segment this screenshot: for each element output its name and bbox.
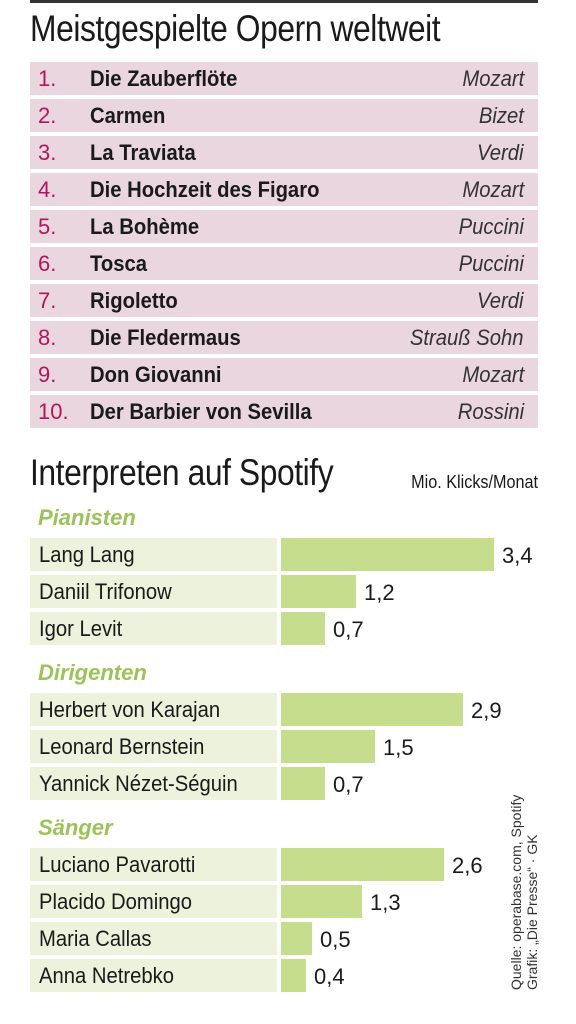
bar (281, 612, 325, 645)
opera-title: Die Fledermaus (90, 325, 241, 350)
bar-label: Leonard Bernstein (39, 734, 205, 759)
opera-title: Don Giovanni (90, 362, 222, 387)
opera-composer: Mozart (462, 362, 524, 387)
group-title: Sänger (38, 815, 113, 840)
bar-label: Herbert von Karajan (39, 697, 221, 722)
opera-rank: 10. (38, 399, 69, 424)
bar (281, 693, 463, 726)
opera-rank: 4. (38, 177, 57, 202)
opera-title: Der Barbier von Sevilla (90, 399, 312, 424)
opera-rank: 6. (38, 251, 57, 276)
opera-title: Die Hochzeit des Figaro (90, 177, 320, 202)
bar-value-label: 0,4 (314, 964, 345, 989)
bar-label-cell: Igor Levit (30, 612, 277, 645)
opera-title: Die Zauberflöte (90, 66, 238, 91)
opera-composer: Puccini (458, 214, 524, 239)
group-title: Dirigenten (38, 660, 147, 685)
bar-label: Lang Lang (39, 542, 135, 567)
unit-label: Mio. Klicks/Monat (411, 472, 538, 492)
bar-value-label: 1,3 (370, 890, 401, 915)
bar-label-cell: Daniil Trifonow (30, 575, 277, 608)
bar-value-label: 2,6 (452, 853, 483, 878)
bar (281, 848, 444, 881)
opera-rank: 7. (38, 288, 57, 313)
opera-row: 4. Die Hochzeit des Figaro Mozart (30, 173, 538, 206)
bar-label-cell: Luciano Pavarotti (30, 848, 277, 881)
opera-rank: 1. (38, 66, 57, 91)
bar (281, 730, 375, 763)
bar (281, 538, 494, 571)
opera-composer: Puccini (458, 251, 524, 276)
bar (281, 575, 356, 608)
bar-label: Igor Levit (39, 616, 123, 641)
bar-label: Daniil Trifonow (39, 579, 172, 604)
opera-title: La Bohème (90, 214, 200, 239)
opera-rank: 3. (38, 140, 57, 165)
bar-value-label: 0,7 (333, 617, 364, 642)
opera-row: 1. Die Zauberflöte Mozart (30, 62, 538, 95)
bar-label-cell: Anna Netrebko (30, 959, 277, 992)
opera-row: 2. Carmen Bizet (30, 99, 538, 132)
bar-label: Anna Netrebko (39, 963, 175, 988)
bar-value-label: 0,7 (333, 772, 364, 797)
opera-composer: Verdi (477, 288, 524, 313)
bar-label-cell: Herbert von Karajan (30, 693, 277, 726)
opera-rank: 8. (38, 325, 57, 350)
source-note: Quelle: operabase.com, Spotify Grafik: „… (508, 795, 540, 990)
bar-label: Placido Domingo (39, 889, 193, 914)
source-line-2: Grafik: „Die Presse“ · GK (524, 834, 540, 990)
bar-label-cell: Yannick Nézet-Séguin (30, 767, 277, 800)
bar-label: Maria Callas (39, 926, 152, 951)
bar-value-label: 3,4 (502, 543, 533, 568)
top-rule (30, 0, 538, 3)
opera-composer: Strauß Sohn (410, 325, 524, 350)
opera-row: 10. Der Barbier von Sevilla Rossini (30, 395, 538, 428)
bar (281, 922, 312, 955)
opera-row: 9. Don Giovanni Mozart (30, 358, 538, 391)
bar (281, 959, 306, 992)
bar-label-cell: Maria Callas (30, 922, 277, 955)
opera-rank: 5. (38, 214, 57, 239)
spotify-title: Interpreten auf Spotify (30, 452, 334, 493)
opera-composer: Mozart (462, 66, 524, 91)
bar (281, 885, 362, 918)
bar-value-label: 1,5 (383, 735, 414, 760)
opera-row: 7. Rigoletto Verdi (30, 284, 538, 317)
opera-title: La Traviata (90, 140, 196, 165)
bar-label: Luciano Pavarotti (39, 852, 196, 877)
opera-composer: Rossini (457, 399, 524, 424)
bar (281, 767, 325, 800)
opera-composer: Mozart (462, 177, 524, 202)
group-title: Pianisten (38, 505, 136, 530)
bar-value-label: 0,5 (320, 927, 351, 952)
opera-row: 8. Die Fledermaus Strauß Sohn (30, 321, 538, 354)
opera-composer: Verdi (477, 140, 524, 165)
bar-value-label: 2,9 (471, 698, 502, 723)
opera-title: Rigoletto (90, 288, 178, 313)
page-title: Meistgespielte Opern weltweit (30, 8, 441, 49)
bar-label-cell: Lang Lang (30, 538, 277, 571)
bar-label-cell: Placido Domingo (30, 885, 277, 918)
opera-title: Tosca (90, 251, 147, 276)
bar-label: Yannick Nézet-Séguin (39, 771, 238, 796)
opera-row: 3. La Traviata Verdi (30, 136, 538, 169)
opera-row: 6. Tosca Puccini (30, 247, 538, 280)
bar-value-label: 1,2 (364, 580, 395, 605)
bar-label-cell: Leonard Bernstein (30, 730, 277, 763)
opera-rank: 9. (38, 362, 57, 387)
opera-composer: Bizet (478, 103, 524, 128)
opera-row: 5. La Bohème Puccini (30, 210, 538, 243)
opera-title: Carmen (90, 103, 166, 128)
source-line-1: Quelle: operabase.com, Spotify (508, 794, 524, 990)
opera-rank: 2. (38, 103, 57, 128)
